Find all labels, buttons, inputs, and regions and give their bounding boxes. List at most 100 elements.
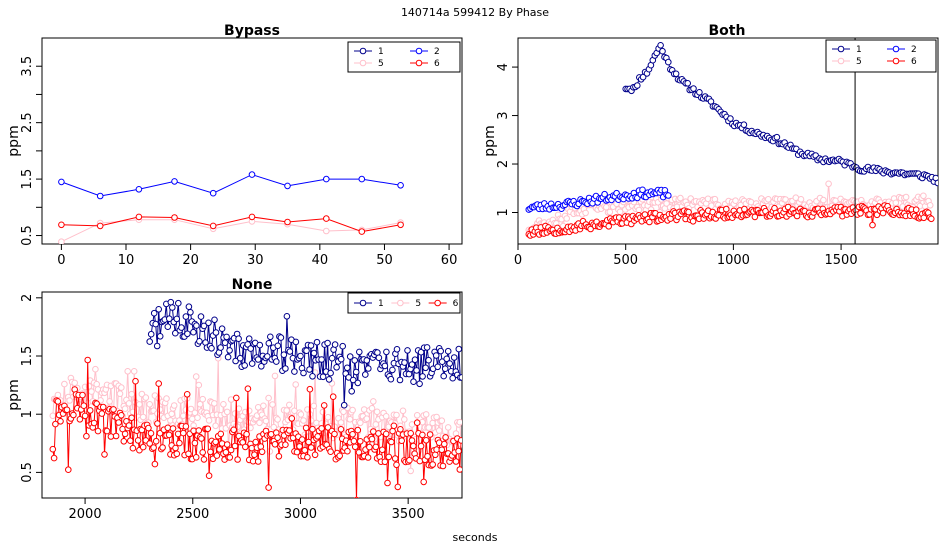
both-point-1: [690, 85, 697, 92]
figure-title: 140714a 599412 By Phase: [401, 6, 549, 19]
none-point-6: [397, 426, 404, 433]
both-point-6: [689, 218, 697, 225]
both-point-1: [659, 47, 666, 55]
none-point-5: [212, 422, 219, 430]
none-point-5: [373, 408, 381, 416]
bypass-point-6: [96, 222, 104, 230]
none-point-5: [324, 413, 332, 421]
none-point-1: [331, 341, 339, 348]
none-point-1: [356, 348, 363, 356]
none-point-1: [235, 335, 242, 343]
both-point-5: [606, 208, 614, 216]
none-point-1: [318, 356, 325, 363]
bypass-xtick-label: 0: [57, 253, 65, 268]
none-point-6: [391, 455, 399, 462]
none-xtick-label: 2000: [69, 507, 102, 522]
none-point-5: [194, 414, 201, 422]
none-point-6: [134, 437, 142, 444]
bypass-series-2-line: [61, 174, 401, 197]
none-point-6: [293, 448, 301, 456]
bypass-xtick-label: 30: [247, 253, 264, 268]
none-point-6: [442, 434, 449, 441]
none-point-6: [145, 424, 152, 432]
none-point-6: [223, 441, 231, 448]
both-point-5: [582, 209, 589, 217]
none-point-6: [344, 447, 351, 455]
none-point-6: [275, 453, 283, 460]
none-point-6: [349, 431, 356, 438]
none-point-1: [300, 369, 307, 377]
none-point-6: [129, 444, 137, 452]
bypass-point-2: [358, 175, 366, 183]
none-point-1: [365, 365, 372, 372]
none-point-5: [438, 417, 446, 425]
none-point-5: [142, 394, 150, 401]
none-point-6: [406, 456, 413, 464]
none-xtick-label: 3500: [392, 507, 425, 522]
panel-bypass: Bypass 0 10 20 30 40 50 600.51.52.53.5 ppm 152…: [6, 23, 463, 268]
none-point-6: [439, 462, 447, 470]
none-point-1: [256, 341, 264, 349]
none-point-5: [283, 407, 291, 414]
none-point-1: [184, 330, 191, 338]
both-legend-label-6: 6: [911, 57, 917, 67]
none-point-6: [164, 424, 172, 432]
none-point-1: [422, 364, 429, 372]
none-point-5: [271, 372, 279, 380]
none-point-1: [309, 373, 316, 380]
none-point-6: [394, 483, 402, 491]
none-point-1: [446, 360, 454, 367]
none-point-1: [236, 354, 244, 362]
none-point-6: [389, 427, 396, 435]
none-ytick-label: 2: [20, 294, 35, 302]
none-point-6: [70, 411, 77, 419]
none-point-1: [324, 339, 331, 347]
none-point-5: [340, 408, 347, 416]
both-point-1: [672, 70, 680, 78]
both-point-2: [601, 190, 608, 198]
none-point-1: [175, 299, 182, 307]
bypass-point-2: [209, 189, 217, 197]
none-point-6: [379, 446, 386, 454]
figure-xlabel: seconds: [453, 531, 498, 544]
none-point-5: [346, 416, 354, 423]
panel-both-ylabel: ppm: [482, 125, 498, 156]
none-point-6: [199, 449, 206, 456]
none-point-5: [118, 384, 125, 391]
both-legend-item-2: 2: [887, 45, 917, 55]
bypass-point-6: [209, 222, 217, 230]
none-point-6: [152, 437, 160, 445]
none-point-6: [233, 394, 240, 402]
both-point-6: [685, 208, 692, 216]
bypass-ytick-label: 2.5: [20, 112, 35, 133]
bypass-point-6: [397, 221, 404, 229]
none-point-6: [381, 458, 389, 466]
none-point-5: [93, 380, 100, 388]
none-point-1: [164, 323, 172, 331]
both-point-5: [765, 196, 772, 203]
none-point-5: [357, 419, 364, 427]
none-point-5: [196, 400, 204, 408]
none-point-1: [339, 342, 347, 350]
bypass-xtick-label: 40: [312, 253, 329, 268]
none-point-1: [291, 368, 298, 375]
both-point-5: [820, 196, 827, 204]
none-point-1: [444, 347, 452, 355]
none-point-5: [191, 409, 199, 417]
both-legend-item-1: 1: [832, 45, 862, 55]
none-point-1: [383, 348, 390, 356]
both-point-6: [723, 205, 730, 213]
none-point-6: [212, 438, 219, 446]
none-point-6: [420, 478, 428, 486]
none-point-1: [166, 315, 173, 323]
none-point-1: [241, 362, 248, 369]
both-point-6: [869, 221, 876, 229]
none-point-5: [211, 400, 218, 407]
none-point-6: [438, 446, 446, 454]
none-point-6: [165, 431, 173, 439]
none-point-5: [260, 402, 267, 410]
none-point-1: [458, 374, 462, 381]
none-point-6: [132, 377, 139, 385]
